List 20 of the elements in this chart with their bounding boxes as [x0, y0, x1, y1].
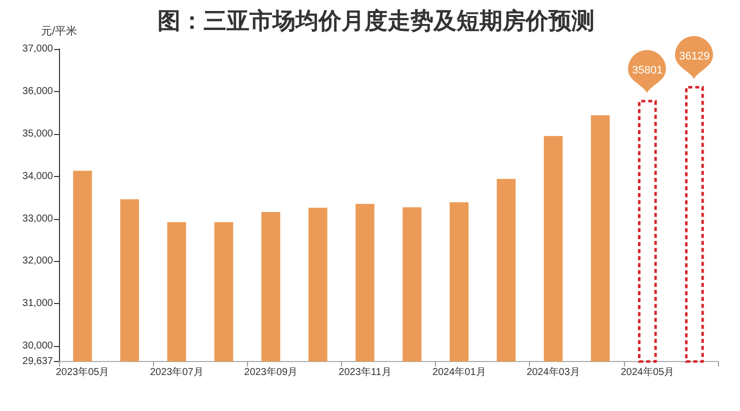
y-tick-label: 36,000: [22, 86, 54, 97]
y-tick-label: 32,000: [22, 256, 54, 267]
data-label: 36129: [679, 50, 710, 62]
y-tick-label: 31,000: [22, 298, 54, 310]
y-tick-label: 29,637: [22, 356, 54, 367]
y-axis-title: 元/平米: [40, 24, 78, 38]
x-tick-label: 2024年05月: [620, 366, 674, 378]
x-tick-label: 2024年03月: [526, 366, 580, 378]
x-tick-label: 2023年11月: [338, 366, 392, 378]
y-tick-label: 33,000: [22, 213, 54, 224]
x-tick-label: 2023年07月: [150, 366, 204, 378]
x-tick-label: 2023年05月: [56, 366, 110, 378]
x-tick-label: 2023年09月: [244, 366, 298, 378]
x-tick-label: 2024年01月: [432, 366, 486, 378]
y-tick-label: 30,000: [22, 340, 54, 352]
data-label: 35801: [632, 64, 663, 76]
chart-title: 图：三亚市场均价月度走势及短期房价预测: [158, 8, 594, 34]
y-tick-label: 37,000: [22, 44, 54, 54]
y-tick-label: 34,000: [22, 170, 54, 182]
y-tick-label: 35,000: [22, 128, 54, 140]
